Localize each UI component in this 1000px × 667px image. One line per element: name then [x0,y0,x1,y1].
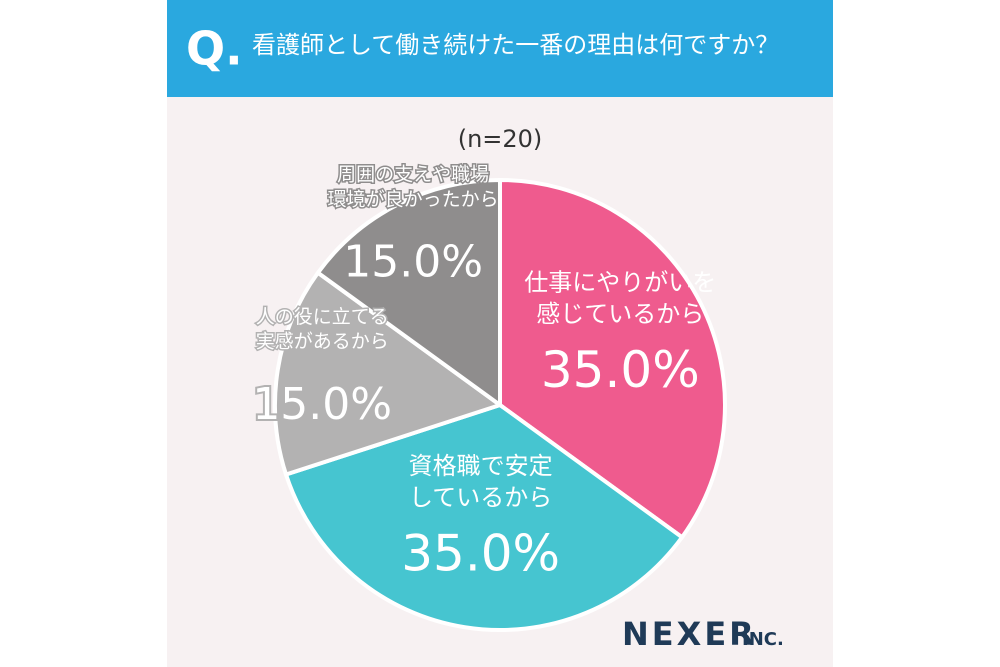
slice-category: 資格職で安定しているから [409,452,553,511]
labels: 仕事にやりがいを感じているから 35.0% 資格職で安定しているから 35.0% 人の役… [250,162,716,583]
value-label: 35.0% [541,341,700,399]
pie-slice [315,177,502,409]
pie [273,177,727,632]
slice-category: 周囲の支えや職場環境が良かったから [328,163,499,210]
value-label: 15.0% [252,379,392,430]
chart-title: 看護師として働き続けた一番の理由は何ですか？ [252,31,779,59]
value-label: 35.0% [401,525,560,583]
header-bar [167,0,833,97]
subtitle: (n=20) [458,125,543,153]
slice-category: 仕事にやりがいを感じているから [524,269,716,328]
pie-slice [498,177,727,541]
pie-slice [283,402,685,632]
brand-suffix: INC. [742,629,784,650]
pie-slice [273,269,505,478]
brand: NEXER [622,615,757,653]
slice-category: 人の役に立てる実感があるから [256,305,389,352]
value-label: 15.0% [343,237,483,288]
title-prefix: Q. [186,22,243,76]
